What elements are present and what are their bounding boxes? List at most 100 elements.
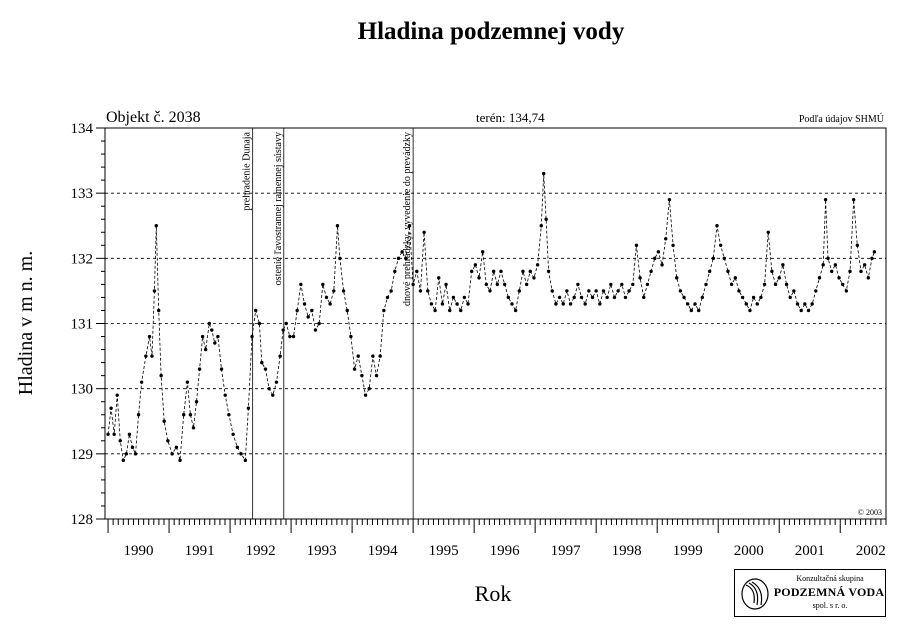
logo-line-2: PODZEMNÁ VODA [773,585,885,599]
data-point [480,250,485,254]
data-point [740,295,745,300]
data-point [374,373,379,378]
data-point [400,250,404,254]
data-point [239,452,243,456]
data-point [521,269,525,274]
data-point [510,302,514,306]
data-point [156,308,161,313]
plot-area: prehradenie Dunaja ostenie ľavostrannej r… [104,127,887,520]
data-point [627,289,631,293]
data-point [795,302,800,306]
data-point [671,243,675,247]
data-point [411,282,415,287]
x-tick-label: 2002 [856,543,886,559]
data-point [197,367,202,371]
data-point [781,263,785,267]
data-point [317,321,321,326]
x-tick-label: 1997 [551,543,582,559]
y-tick-label: 133 [71,186,94,202]
data-point [788,295,792,300]
data-point [281,328,285,332]
data-point [246,406,251,410]
data-point [396,256,401,261]
data-point [302,302,307,306]
data-point [404,256,408,261]
data-point [210,328,214,332]
y-tick-label: 132 [71,251,94,267]
x-tick-label: 1996 [490,543,521,559]
data-point [263,367,268,371]
data-point [271,393,275,397]
data-point [726,269,730,274]
data-point [844,289,849,293]
series-line [107,173,875,462]
data-point [572,295,576,300]
x-axis: 1990 1991 1992 1993 1994 1995 1996 1997 1998 1999… [107,519,887,559]
data-point [656,250,661,254]
x-tick-label: 2001 [795,543,825,559]
data-point [583,302,587,306]
data-point [385,295,390,300]
data-point [274,380,279,384]
data-point [833,263,838,267]
data-point [766,230,770,234]
data-point [466,302,470,306]
data-point [118,439,122,443]
data-point [112,432,116,436]
data-point [223,393,227,397]
data-point [219,367,224,371]
data-point [748,308,752,313]
data-point [579,295,584,300]
data-point [561,302,565,306]
data-point [422,230,426,234]
data-point [488,289,492,293]
x-tick-label: 1998 [612,543,642,559]
data-point [260,360,264,365]
data-point [389,289,393,293]
data-point [121,458,126,463]
data-point [759,295,763,300]
data-point [729,282,734,287]
data-point [159,373,163,378]
x-tick-label: 2000 [734,543,764,559]
data-point [152,289,157,293]
data-point [144,354,148,358]
data-point [826,256,830,261]
logo-line-3: spol. s r. o. [812,601,848,610]
data-point [174,445,179,450]
data-point [550,289,554,293]
data-point [638,276,642,280]
data-point [363,393,368,397]
data-point [544,217,548,221]
x-tick-label: 1999 [673,543,703,559]
data-point [178,458,182,463]
data-point [609,282,613,287]
data-point [332,289,336,293]
data-point [188,413,193,417]
data-point [133,452,138,456]
data-point [707,269,712,274]
y-tick-label: 131 [71,317,94,333]
data-point [803,302,807,306]
data-point [477,276,481,280]
data-point [250,334,254,339]
data-point [426,289,430,293]
data-point [737,289,741,293]
event-markers: prehradenie Dunaja ostenie ľavostrannej r… [242,128,414,519]
data-point [623,295,628,300]
data-point [130,445,135,450]
data-point [299,282,303,287]
data-point [371,354,375,358]
data-point [799,308,803,313]
data-point [382,308,386,313]
data-point [203,347,208,352]
data-point [524,282,529,287]
data-point [685,302,690,306]
data-point [814,289,818,293]
data-point [829,269,834,274]
data-point [313,328,318,332]
data-point [576,282,580,287]
y-tick-label: 128 [71,512,94,528]
data-point [773,282,778,287]
object-label: Objekt č. 2038 [106,109,201,126]
